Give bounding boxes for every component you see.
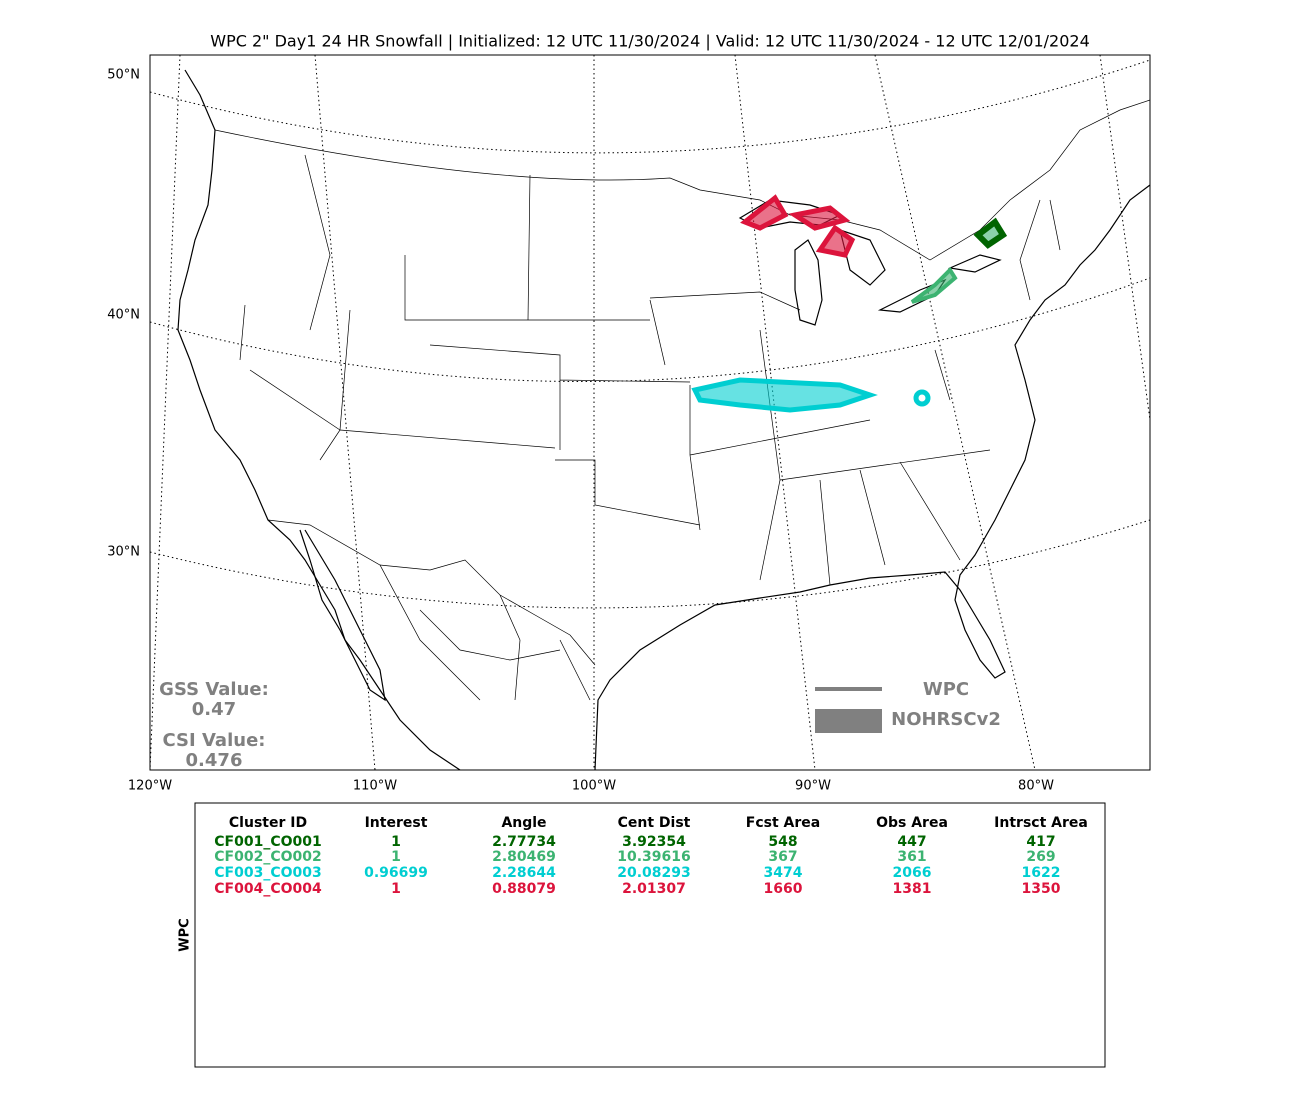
cluster-cf004 <box>788 205 851 231</box>
title: WPC 2" Day1 24 HR Snowfall | Initialized… <box>210 32 1090 51</box>
parallel <box>150 277 1150 382</box>
meridian <box>734 55 816 770</box>
parallel <box>150 519 1150 609</box>
table-cell: CF002_CO002 <box>214 849 321 865</box>
meridian <box>1099 55 1150 421</box>
cluster-cf001 <box>973 217 1008 249</box>
table-header: Intrsct Area <box>994 815 1088 831</box>
lon-label: 80°W <box>1018 779 1054 794</box>
cluster-cf003 <box>913 389 931 407</box>
table-cell: 2.01307 <box>622 881 686 897</box>
map: WPC NOHRSCv2 GSS Value: 0.47 CSI Value: … <box>149 54 1151 771</box>
table-cell: 2.77734 <box>492 834 556 850</box>
gulf-coast <box>594 184 1150 770</box>
coastline <box>177 69 461 770</box>
lake-michigan <box>794 239 823 326</box>
legend-area <box>815 709 882 733</box>
table-cell: 0.96699 <box>364 865 428 881</box>
table-header: Fcst Area <box>746 815 820 831</box>
table-cell: 367 <box>768 849 797 865</box>
table-cell: 3474 <box>764 865 803 881</box>
table-cell: 1381 <box>893 881 932 897</box>
table-header: Cluster ID <box>229 815 307 831</box>
table-cell: 1660 <box>764 881 803 897</box>
legend-label: WPC <box>923 679 969 700</box>
table-cell: CF001_CO001 <box>214 834 321 850</box>
table-cell: 1 <box>391 834 401 850</box>
gss-label: GSS Value: <box>159 679 269 700</box>
cluster-cf004 <box>815 224 856 258</box>
csi-value: 0.476 <box>186 750 243 771</box>
lon-label: 120°W <box>128 779 172 794</box>
table-cell: 361 <box>897 849 926 865</box>
csi-label: CSI Value: <box>163 730 266 751</box>
lon-label: 110°W <box>353 779 397 794</box>
cluster-cf004 <box>740 194 789 231</box>
table-cell: 417 <box>1026 834 1055 850</box>
table-cell: 2.80469 <box>492 849 556 865</box>
lat-label: 50°N <box>107 68 140 83</box>
parallel <box>150 59 1150 154</box>
gss-value: 0.47 <box>192 699 236 720</box>
table-cell: 2066 <box>893 865 932 881</box>
border-north <box>214 99 1150 261</box>
border-mexico <box>267 519 596 666</box>
table-cell: CF003_CO003 <box>214 865 321 881</box>
lat-label: 40°N <box>107 308 140 323</box>
table-cell: 3.92354 <box>622 834 686 850</box>
table-cell: 20.08293 <box>617 865 691 881</box>
table-header: Cent Dist <box>618 815 691 831</box>
cluster-cf002 <box>910 266 958 304</box>
lat-label: 30°N <box>107 545 140 560</box>
meridian <box>874 55 1036 770</box>
table-cell: 548 <box>768 834 797 850</box>
table-header: Angle <box>501 815 546 831</box>
baja <box>299 529 386 702</box>
table-cell: 447 <box>897 834 926 850</box>
table-cell: 1350 <box>1022 881 1061 897</box>
table-cell: 10.39616 <box>617 849 691 865</box>
cluster-cf003 <box>691 377 878 413</box>
table-frame <box>194 802 1106 1068</box>
mexico-states <box>379 564 591 701</box>
table-cell: 1 <box>391 849 401 865</box>
lake-ontario <box>947 254 1002 273</box>
map-content <box>150 55 1150 770</box>
lon-label: 90°W <box>795 779 831 794</box>
table-side-label: WPC <box>178 918 193 951</box>
lon-label: 100°W <box>572 779 616 794</box>
table-cell: 1 <box>391 881 401 897</box>
table-header: Interest <box>365 815 428 831</box>
table-cell: 269 <box>1026 849 1055 865</box>
map-frame <box>149 54 1151 771</box>
table-cell: CF004_CO004 <box>214 881 322 897</box>
legend-label: NOHRSCv2 <box>891 709 1001 730</box>
table-header: Obs Area <box>876 815 948 831</box>
table-cell: 0.88079 <box>492 881 556 897</box>
table-cell: 2.28644 <box>492 865 556 881</box>
table-cell: 1622 <box>1022 865 1061 881</box>
